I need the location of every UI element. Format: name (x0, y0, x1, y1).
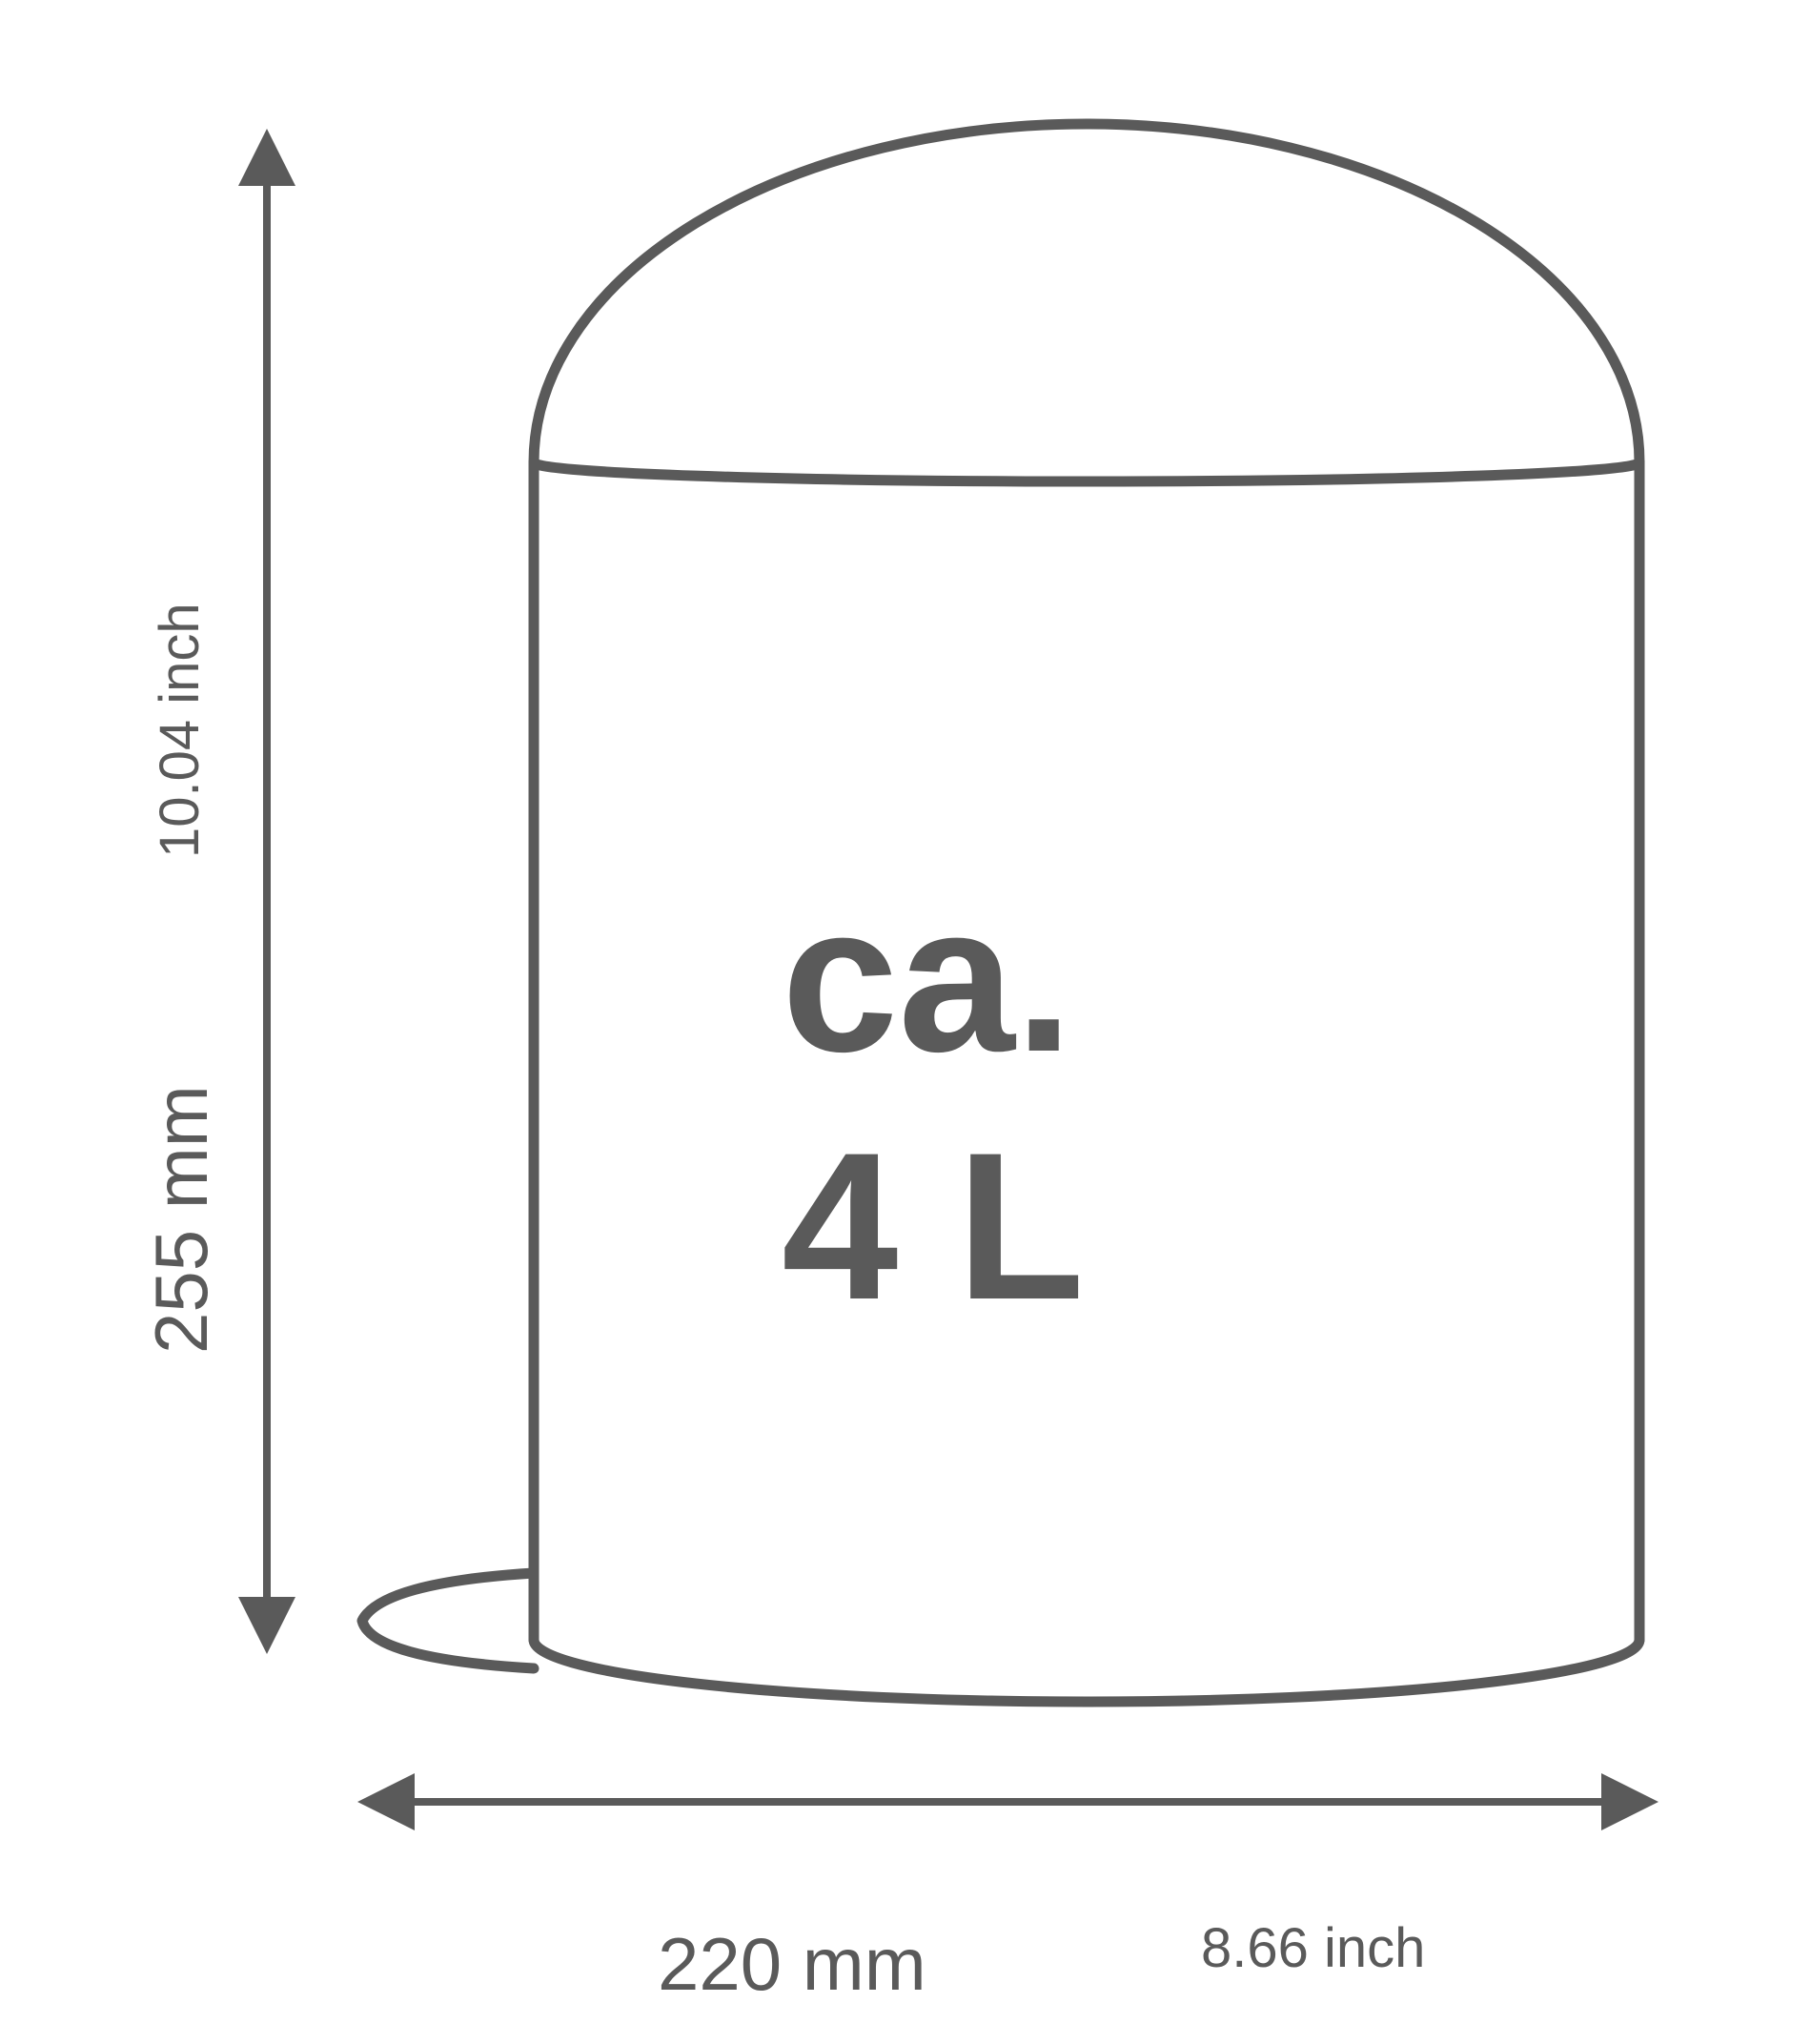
width-arrowhead-right (1601, 1773, 1658, 1830)
capacity-value: 4 L (782, 1106, 1085, 1347)
height-label-mm: 255 mm (138, 1085, 225, 1354)
product-dome (534, 124, 1639, 462)
height-label-inch: 10.04 inch (148, 603, 212, 858)
product-base (534, 1640, 1639, 1702)
product-pedal (362, 1573, 534, 1668)
product-lid-seam (534, 462, 1639, 481)
capacity-prefix: ca. (782, 858, 1073, 1099)
width-label-mm: 220 mm (658, 1921, 926, 2008)
height-arrowhead-top (238, 129, 295, 186)
width-arrowhead-left (357, 1773, 415, 1830)
height-arrowhead-bottom (238, 1597, 295, 1654)
width-label-inch: 8.66 inch (1201, 1916, 1425, 1980)
dimension-diagram: 255 mm 10.04 inch 220 mm 8.66 inch ca. 4… (0, 0, 1811, 2044)
